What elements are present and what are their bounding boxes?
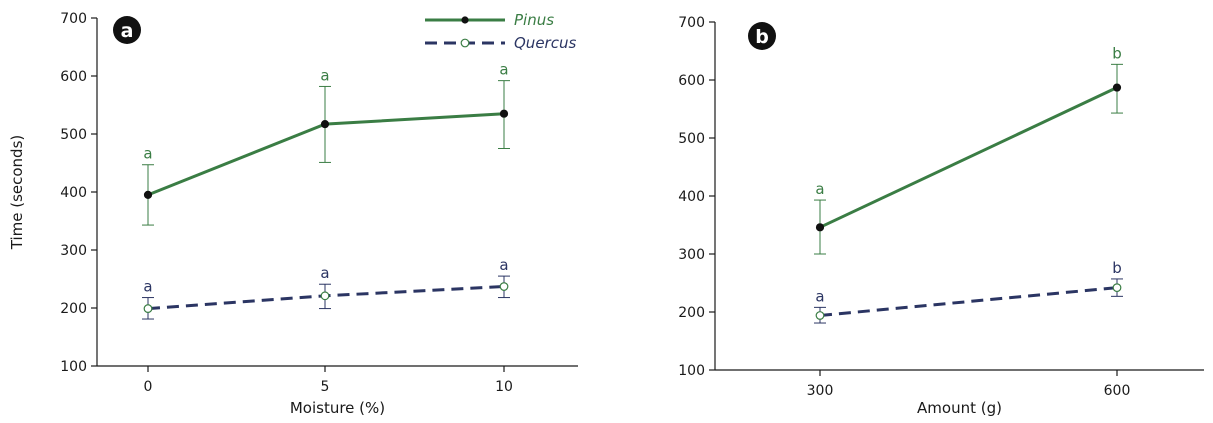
- y-tick-label: 100: [60, 359, 87, 375]
- y-axis-label: Time (seconds): [8, 135, 26, 251]
- series-line-0: ab: [814, 44, 1123, 255]
- data-point: [143, 190, 153, 199]
- panel-label: a: [121, 20, 134, 42]
- series-pinus: a a a: [142, 61, 510, 226]
- data-point: [1112, 83, 1122, 92]
- legend-label: Quercus: [514, 34, 576, 52]
- legend-item-pinus: Pinus: [425, 11, 554, 29]
- x-tick-label: 5: [321, 379, 330, 395]
- y-tick-label: 100: [678, 363, 705, 379]
- panel-label: b: [755, 26, 769, 48]
- significance-label: a: [499, 256, 508, 274]
- series-quercus: a a a: [142, 256, 510, 320]
- x-axis-label: Moisture (%): [290, 399, 385, 417]
- data-point: [320, 291, 330, 301]
- panel-badge: [113, 16, 141, 44]
- series-line: [819, 286, 1118, 317]
- data-point: [815, 311, 825, 320]
- significance-label: a: [815, 287, 824, 305]
- legend: Pinus Quercus: [425, 11, 576, 52]
- significance-label: a: [815, 180, 824, 198]
- legend-label: Pinus: [514, 11, 554, 29]
- series-line: [819, 86, 1118, 229]
- significance-label: a: [320, 66, 329, 84]
- y-tick-label: 400: [60, 185, 87, 201]
- data-point: [499, 282, 509, 291]
- chart-panel-a: 100 200 300 400 500 600 700 0 5 10 Moisture (%) Tim…: [8, 11, 578, 417]
- x-tick-label: 10: [495, 379, 513, 395]
- legend-item-quercus: Quercus: [425, 34, 576, 52]
- significance-label: a: [320, 264, 329, 282]
- data-point: [1112, 283, 1122, 293]
- y-tick-label: 500: [678, 131, 705, 147]
- x-axis-label: Amount (g): [917, 399, 1002, 417]
- y-tick-label: 300: [678, 247, 705, 263]
- significance-label: b: [1112, 259, 1122, 277]
- significance-label: a: [143, 145, 152, 163]
- y-tick-label: 700: [60, 11, 87, 27]
- x-tick-label: 300: [807, 383, 834, 399]
- data-point: [143, 304, 153, 313]
- panel-badge: [748, 22, 776, 50]
- data-point: [320, 120, 330, 129]
- significance-label: a: [143, 278, 152, 296]
- data-point: [815, 223, 825, 232]
- y-tick-label: 600: [678, 73, 705, 89]
- y-tick-label: 600: [60, 69, 87, 85]
- series-line-1: ab: [814, 259, 1123, 324]
- y-tick-label: 200: [60, 301, 87, 317]
- y-tick-label: 500: [60, 127, 87, 143]
- x-tick-label: 600: [1104, 383, 1131, 399]
- y-tick-label: 700: [678, 15, 705, 31]
- legend-marker: [461, 16, 469, 24]
- y-tick-label: 400: [678, 189, 705, 205]
- x-tick-label: 0: [144, 379, 153, 395]
- y-tick-label: 200: [678, 305, 705, 321]
- data-point: [499, 109, 509, 118]
- significance-label: b: [1112, 44, 1122, 62]
- y-tick-label: 300: [60, 243, 87, 259]
- significance-label: a: [499, 61, 508, 79]
- legend-marker: [460, 38, 470, 48]
